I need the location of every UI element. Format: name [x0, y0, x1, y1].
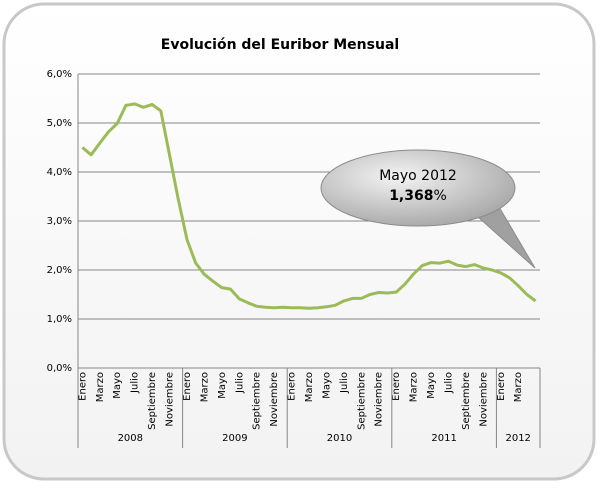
- x-tick-label: Enero: [287, 372, 298, 401]
- x-tick-label: Septiembre: [147, 372, 158, 430]
- y-tick-label: 4,0%: [47, 167, 72, 178]
- callout-value: 1,368%: [389, 188, 447, 204]
- chart-title: Evolución del Euribor Mensual: [161, 37, 399, 53]
- x-tick-label: Enero: [391, 372, 402, 401]
- group-label: 2009: [222, 433, 247, 444]
- x-tick-label: Julio: [234, 372, 245, 394]
- x-tick-label: Marzo: [199, 372, 210, 402]
- callout-suffix: %: [433, 188, 446, 204]
- x-tick-label: Enero: [496, 372, 507, 401]
- x-tick-label: Noviembre: [269, 372, 280, 427]
- x-tick-label: Mayo: [217, 372, 228, 399]
- x-tick-label: Julio: [339, 372, 350, 394]
- callout-title: Mayo 2012: [379, 168, 457, 184]
- x-tick-label: Enero: [77, 372, 88, 401]
- callout-number: 1,368: [389, 188, 433, 204]
- x-tick-label: Noviembre: [374, 372, 385, 427]
- x-tick-label: Marzo: [409, 372, 420, 402]
- group-label: 2008: [118, 433, 143, 444]
- y-tick-label: 0,0%: [47, 363, 72, 374]
- group-label: 2011: [431, 433, 456, 444]
- y-tick-label: 3,0%: [47, 216, 72, 227]
- x-tick-label: Marzo: [304, 372, 315, 402]
- callout-bubble: [320, 149, 516, 227]
- x-tick-label: Mayo: [321, 372, 332, 399]
- y-tick-label: 2,0%: [47, 265, 72, 276]
- x-tick-label: Marzo: [95, 372, 106, 402]
- line-series: [81, 102, 537, 310]
- x-tick-label: Julio: [443, 372, 454, 394]
- y-tick-label: 1,0%: [47, 314, 72, 325]
- y-tick-label: 6,0%: [47, 69, 72, 80]
- callout: Mayo 2012 1,368%: [320, 149, 536, 269]
- x-tick-label: Septiembre: [356, 372, 367, 430]
- x-tick-label: Julio: [130, 372, 141, 394]
- x-tick-label: Noviembre: [165, 372, 176, 427]
- group-label: 2012: [505, 433, 530, 444]
- x-tick-label: Marzo: [513, 372, 524, 402]
- x-tick-label: Enero: [182, 372, 193, 401]
- x-tick-label: Septiembre: [252, 372, 263, 430]
- x-tick-label: Mayo: [426, 372, 437, 399]
- x-tick-label: Mayo: [112, 372, 123, 399]
- x-tick-label: Septiembre: [461, 372, 472, 430]
- x-tick-label: Noviembre: [478, 372, 489, 427]
- y-tick-label: 5,0%: [47, 118, 72, 129]
- group-label: 2010: [327, 433, 352, 444]
